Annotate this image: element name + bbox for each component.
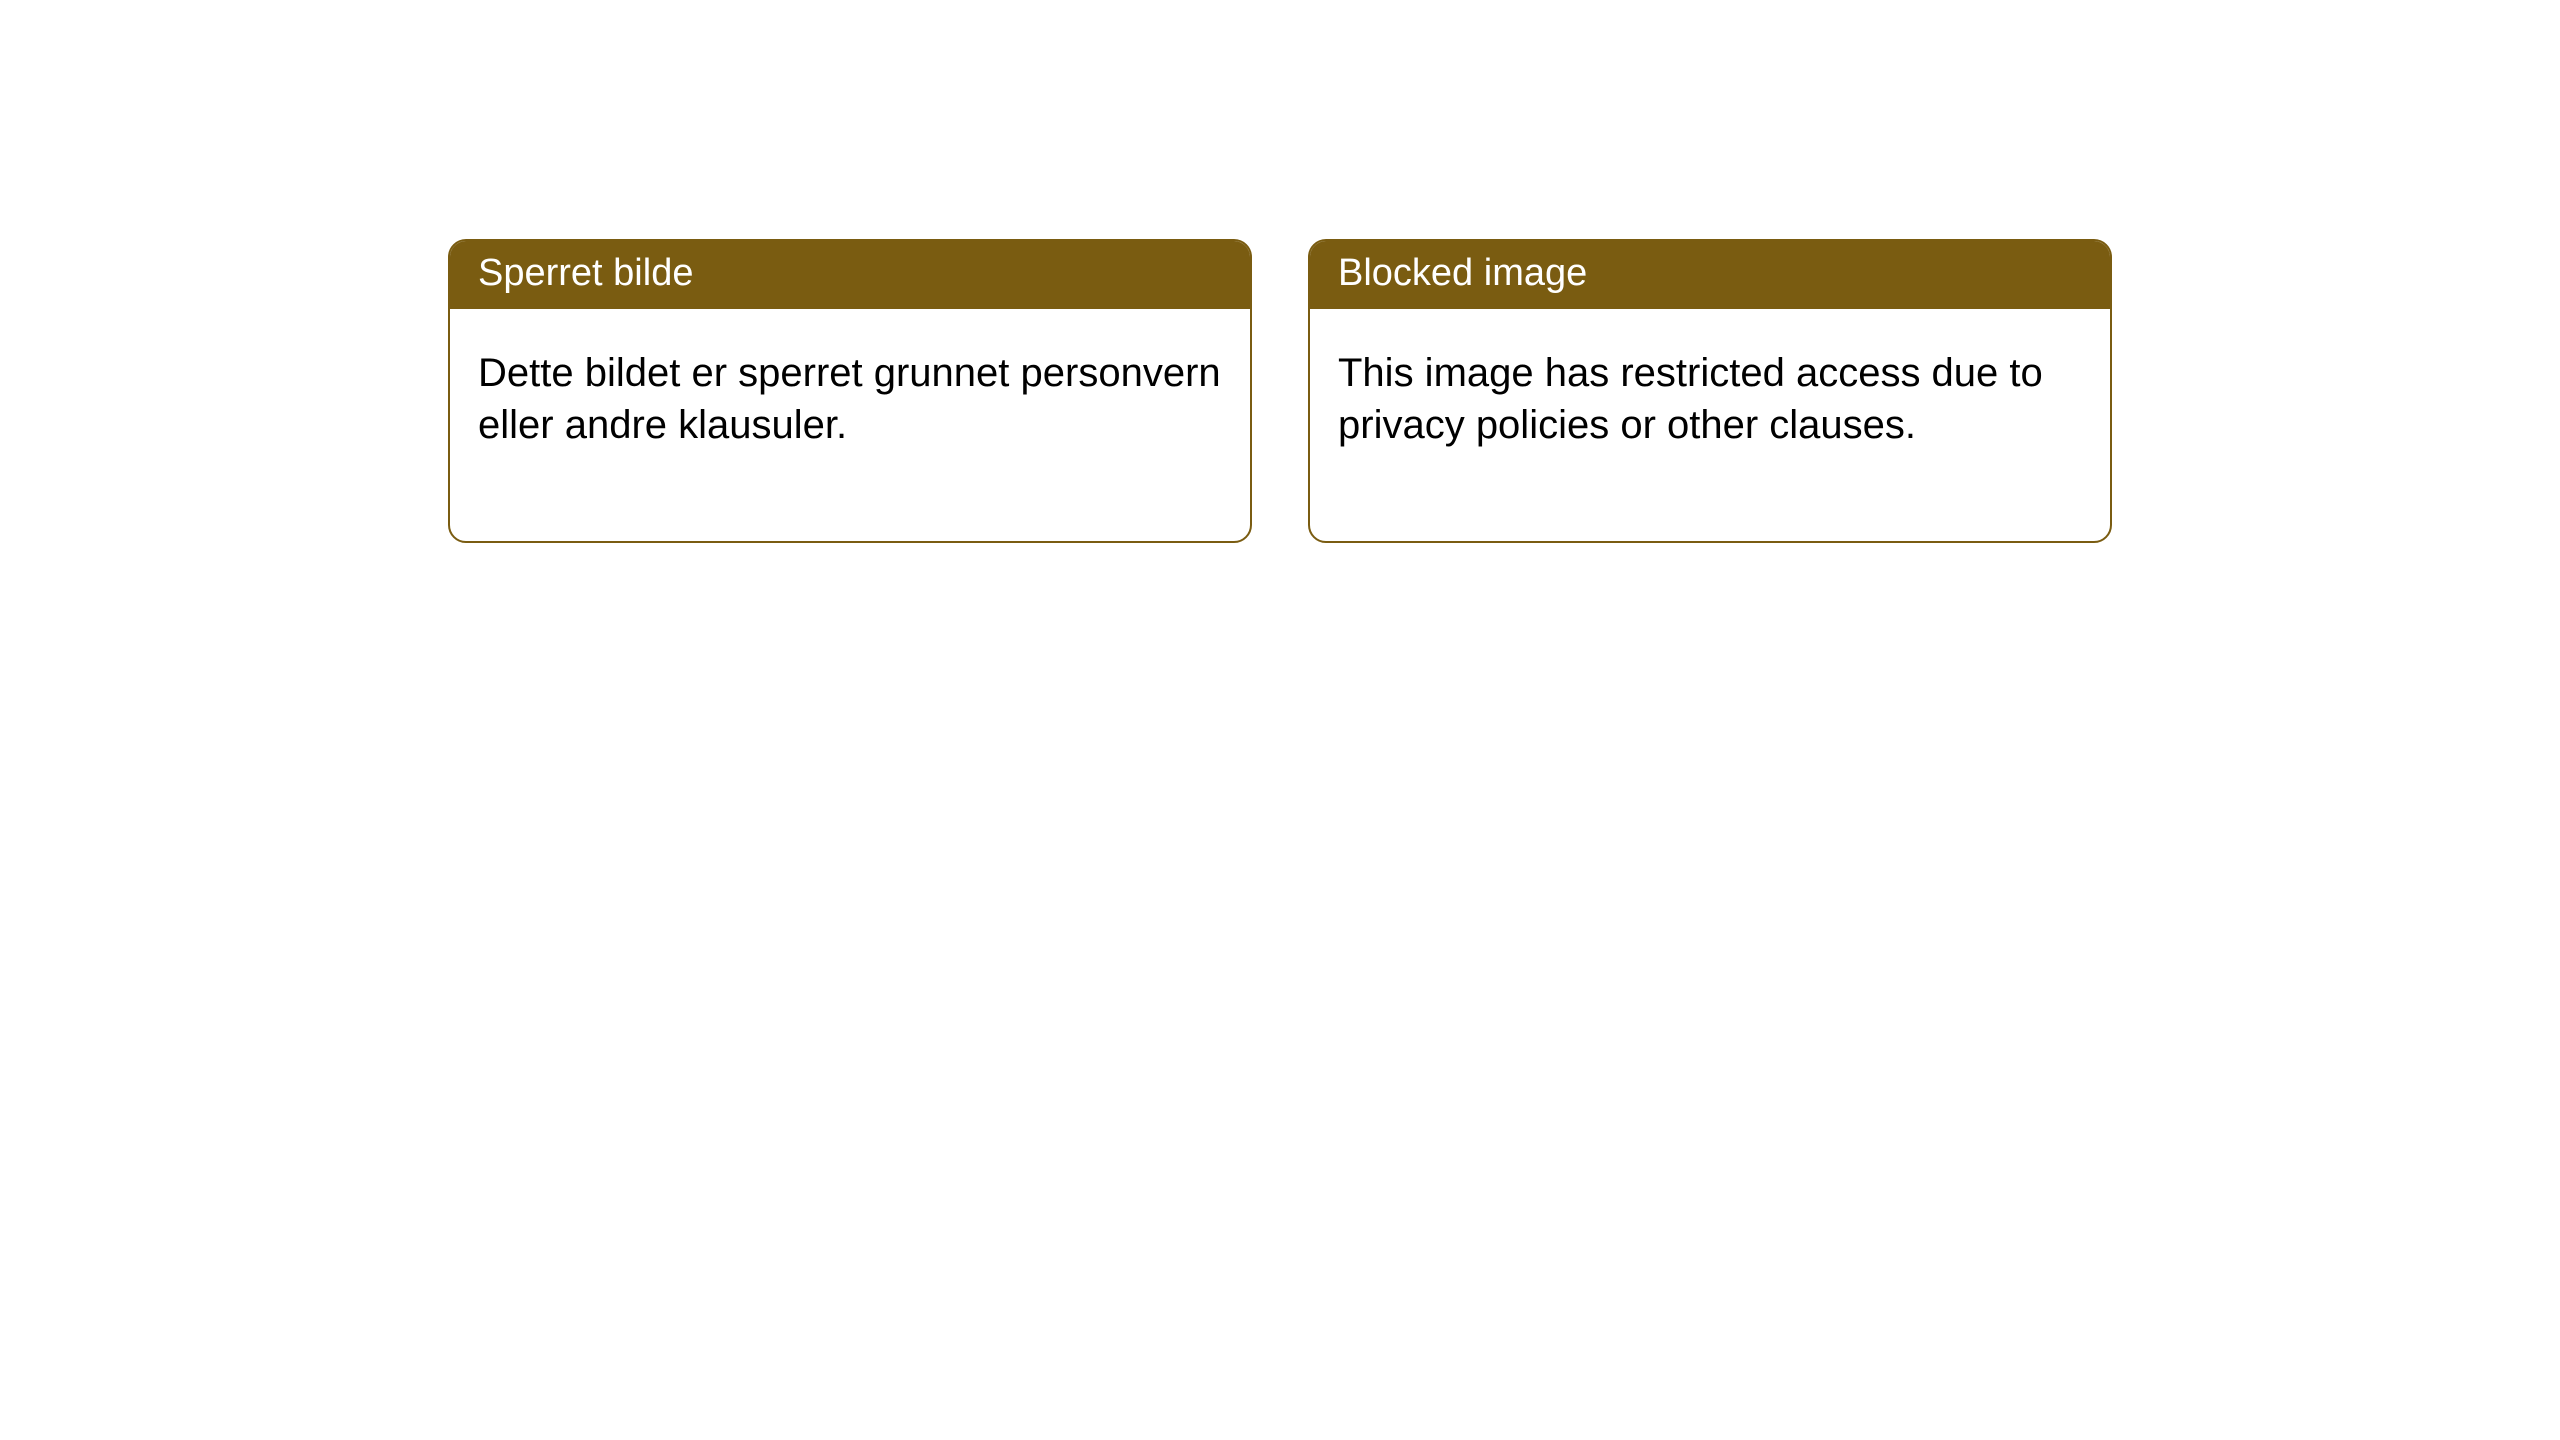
- notice-title: Blocked image: [1310, 241, 2110, 309]
- notice-body: This image has restricted access due to …: [1310, 309, 2110, 541]
- notice-body: Dette bildet er sperret grunnet personve…: [450, 309, 1250, 541]
- notice-box-norwegian: Sperret bilde Dette bildet er sperret gr…: [448, 239, 1252, 543]
- notice-container: Sperret bilde Dette bildet er sperret gr…: [0, 0, 2560, 543]
- notice-box-english: Blocked image This image has restricted …: [1308, 239, 2112, 543]
- notice-title: Sperret bilde: [450, 241, 1250, 309]
